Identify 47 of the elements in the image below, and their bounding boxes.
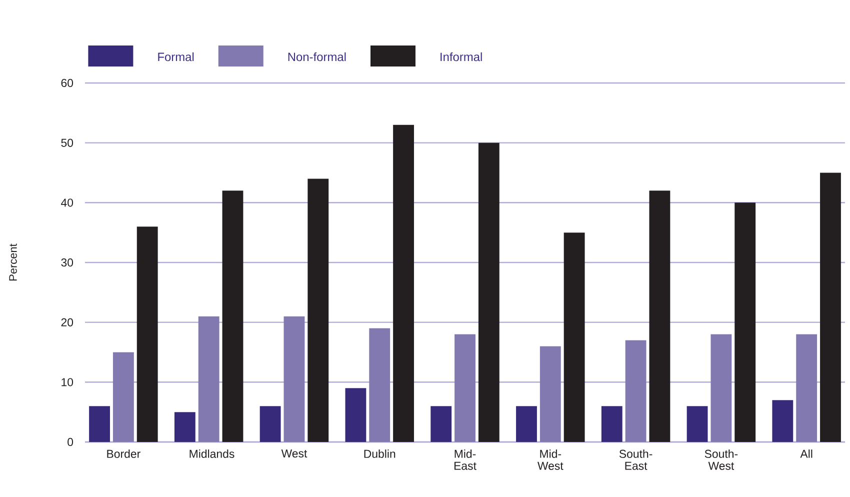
- bar: [369, 328, 390, 442]
- bar: [686, 406, 708, 442]
- bar: [734, 202, 756, 442]
- y-tick-label: 20: [61, 318, 74, 326]
- bar: [198, 316, 220, 442]
- bar: [540, 346, 561, 442]
- x-tick-label: Midlands: [190, 450, 234, 458]
- bar: [772, 400, 794, 442]
- bar: [136, 226, 158, 442]
- bar: [284, 316, 305, 442]
- bar: [649, 190, 670, 442]
- legend-label: Formal: [158, 52, 194, 62]
- x-tick-label: West: [281, 450, 308, 458]
- y-tick-label: 40: [61, 198, 74, 207]
- y-tick-label: 60: [61, 78, 74, 88]
- bar: [454, 334, 476, 442]
- y-tick-label: 10: [62, 378, 74, 386]
- bar: [710, 334, 732, 442]
- bar: [625, 340, 646, 442]
- x-tick-label: South-East: [619, 450, 652, 470]
- bar: [345, 388, 366, 442]
- x-tick-label: All: [800, 450, 812, 458]
- bar: [393, 124, 414, 442]
- bar: [564, 232, 585, 442]
- x-tick-label: South-West: [704, 450, 738, 470]
- x-tick-label: Dublin: [364, 450, 396, 458]
- y-tick-label: 30: [61, 258, 74, 267]
- x-tick-label: Mid-East: [454, 450, 476, 470]
- bar: [430, 406, 452, 442]
- bar: [260, 406, 281, 442]
- bar: [174, 412, 196, 442]
- bar: [478, 142, 500, 442]
- bar: [601, 406, 622, 442]
- bar: [516, 406, 537, 442]
- bar: [112, 352, 134, 442]
- x-tick-label: Border: [107, 450, 140, 458]
- bar: [308, 178, 329, 442]
- y-tick-label: 50: [61, 138, 74, 147]
- bar: [89, 406, 110, 442]
- x-tick-label: Mid-West: [538, 450, 564, 470]
- bar: [796, 334, 818, 442]
- y-axis-title: Percent: [9, 244, 17, 280]
- bar: [820, 172, 841, 442]
- legend-label: Informal: [440, 52, 482, 62]
- y-tick-label: 0: [68, 438, 74, 446]
- bar: [222, 190, 244, 442]
- legend-label: Non-formal: [288, 52, 346, 62]
